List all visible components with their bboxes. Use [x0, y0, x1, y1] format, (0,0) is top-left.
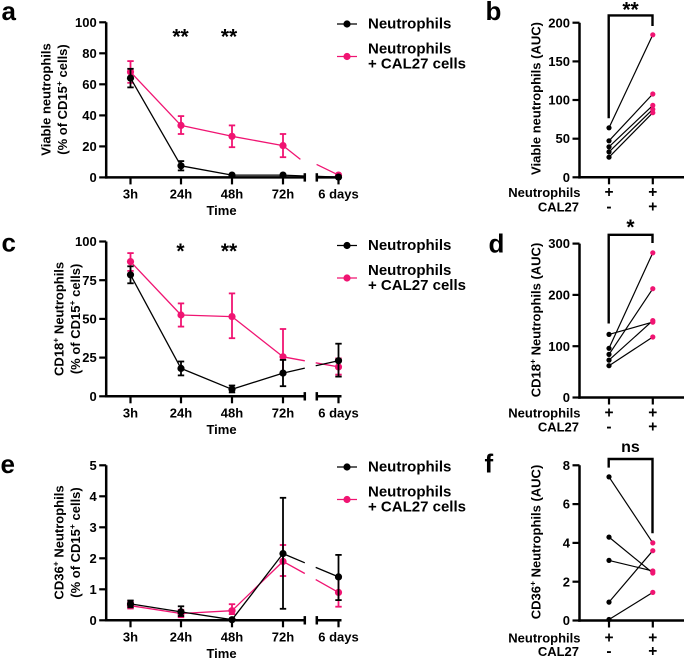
svg-text:c: c	[2, 228, 16, 258]
svg-text:+: +	[648, 198, 657, 215]
svg-text:Neutrophils: Neutrophils	[368, 16, 451, 33]
svg-text:20: 20	[82, 139, 96, 154]
svg-text:8: 8	[563, 458, 570, 473]
svg-text:24h: 24h	[170, 630, 192, 645]
svg-text:Viable neutrophils: Viable neutrophils	[39, 43, 54, 155]
svg-text:**: **	[622, 0, 639, 21]
svg-text:72h: 72h	[272, 406, 294, 421]
svg-text:100: 100	[548, 93, 570, 108]
svg-text:ns: ns	[621, 439, 640, 456]
svg-text:-: -	[606, 643, 611, 659]
svg-text:48h: 48h	[221, 187, 243, 202]
svg-text:5: 5	[89, 458, 96, 473]
svg-text:(% of CD15+​ cells): (% of CD15+​ cells)	[54, 44, 70, 155]
svg-text:2: 2	[563, 574, 570, 589]
svg-text:**: **	[172, 25, 189, 48]
svg-text:0: 0	[563, 170, 570, 185]
svg-text:**: **	[221, 240, 238, 263]
svg-text:3h: 3h	[123, 406, 138, 421]
svg-text:0: 0	[89, 170, 96, 185]
svg-text:+: +	[648, 184, 657, 201]
svg-text:Viable neutrophils (AUC): Viable neutrophils (AUC)	[529, 22, 544, 175]
svg-text:6 days: 6 days	[318, 406, 358, 421]
svg-text:100: 100	[75, 234, 97, 249]
svg-text:60: 60	[82, 77, 96, 92]
svg-text:+: +	[604, 184, 613, 201]
svg-text:Neutrophils: Neutrophils	[368, 40, 451, 57]
svg-text:*: *	[176, 240, 185, 263]
svg-text:80: 80	[82, 46, 96, 61]
svg-text:200: 200	[548, 15, 570, 30]
svg-text:+: +	[604, 405, 613, 422]
svg-text:300: 300	[548, 236, 570, 251]
svg-text:0: 0	[89, 389, 96, 404]
svg-text:3h: 3h	[123, 630, 138, 645]
svg-text:Time: Time	[206, 646, 236, 659]
svg-text:Time: Time	[206, 203, 236, 218]
svg-text:48h: 48h	[221, 406, 243, 421]
svg-text:72h: 72h	[272, 187, 294, 202]
svg-text:CAL27: CAL27	[538, 644, 579, 659]
svg-text:50: 50	[82, 312, 96, 327]
svg-text:a: a	[2, 0, 17, 26]
svg-text:Neutrophils: Neutrophils	[368, 483, 451, 500]
svg-text:72h: 72h	[272, 630, 294, 645]
svg-text:4: 4	[89, 489, 97, 504]
svg-text:+: +	[648, 405, 657, 422]
svg-text:0: 0	[563, 390, 570, 405]
svg-text:6 days: 6 days	[318, 187, 358, 202]
svg-text:Neutrophils: Neutrophils	[508, 185, 580, 200]
svg-text:+ CAL27 cells: + CAL27 cells	[368, 277, 466, 294]
svg-text:6: 6	[563, 497, 570, 512]
svg-text:Neutrophils: Neutrophils	[368, 262, 451, 279]
svg-text:CAL27: CAL27	[538, 199, 579, 214]
svg-text:48h: 48h	[221, 630, 243, 645]
svg-text:-: -	[606, 418, 611, 435]
svg-text:3h: 3h	[123, 187, 138, 202]
svg-text:d: d	[489, 229, 505, 259]
svg-text:25: 25	[82, 350, 96, 365]
svg-text:6 days: 6 days	[318, 630, 358, 645]
svg-text:150: 150	[548, 54, 570, 69]
svg-text:Neutrophils: Neutrophils	[508, 631, 580, 646]
svg-text:200: 200	[548, 288, 570, 303]
svg-text:0: 0	[89, 613, 96, 628]
svg-text:Neutrophils: Neutrophils	[368, 237, 451, 254]
svg-text:f: f	[485, 449, 494, 479]
svg-text:24h: 24h	[170, 406, 192, 421]
svg-text:+: +	[648, 643, 657, 659]
svg-text:3: 3	[89, 520, 96, 535]
svg-text:1: 1	[89, 582, 96, 597]
svg-text:+ CAL27 cells: + CAL27 cells	[368, 499, 466, 516]
svg-text:Neutrophils: Neutrophils	[508, 406, 580, 421]
svg-text:+ CAL27 cells: + CAL27 cells	[368, 56, 466, 73]
svg-text:CD18+​ Neutrophils: CD18+​ Neutrophils	[50, 262, 66, 376]
svg-text:b: b	[486, 0, 502, 26]
svg-text:4: 4	[563, 536, 571, 551]
svg-text:24h: 24h	[170, 187, 192, 202]
svg-text:100: 100	[75, 15, 97, 30]
svg-text:CD36+​ Neutrophils (AUC): CD36+​ Neutrophils (AUC)	[528, 465, 544, 620]
svg-text:-: -	[606, 198, 611, 215]
svg-text:**: **	[221, 25, 238, 48]
svg-text:75: 75	[82, 273, 96, 288]
svg-text:CAL27: CAL27	[538, 419, 579, 434]
svg-text:(% of CD15+​ cells): (% of CD15+​ cells)	[67, 264, 83, 375]
svg-text:Time: Time	[206, 422, 236, 437]
svg-text:+: +	[648, 418, 657, 435]
svg-text:+: +	[604, 630, 613, 647]
svg-text:CD36+​ Neutrophils: CD36+​ Neutrophils	[50, 485, 66, 599]
svg-text:(% of CD15+​ cells): (% of CD15+​ cells)	[67, 487, 83, 598]
svg-text:e: e	[1, 449, 15, 479]
svg-text:2: 2	[89, 551, 96, 566]
svg-text:100: 100	[548, 339, 570, 354]
svg-text:0: 0	[563, 613, 570, 628]
svg-text:*: *	[626, 216, 635, 239]
svg-text:50: 50	[556, 131, 570, 146]
svg-text:40: 40	[82, 108, 96, 123]
svg-text:CD18+​ Neutrophils (AUC): CD18+​ Neutrophils (AUC)	[528, 243, 544, 398]
svg-text:Neutrophils: Neutrophils	[368, 459, 451, 476]
svg-text:+: +	[648, 630, 657, 647]
